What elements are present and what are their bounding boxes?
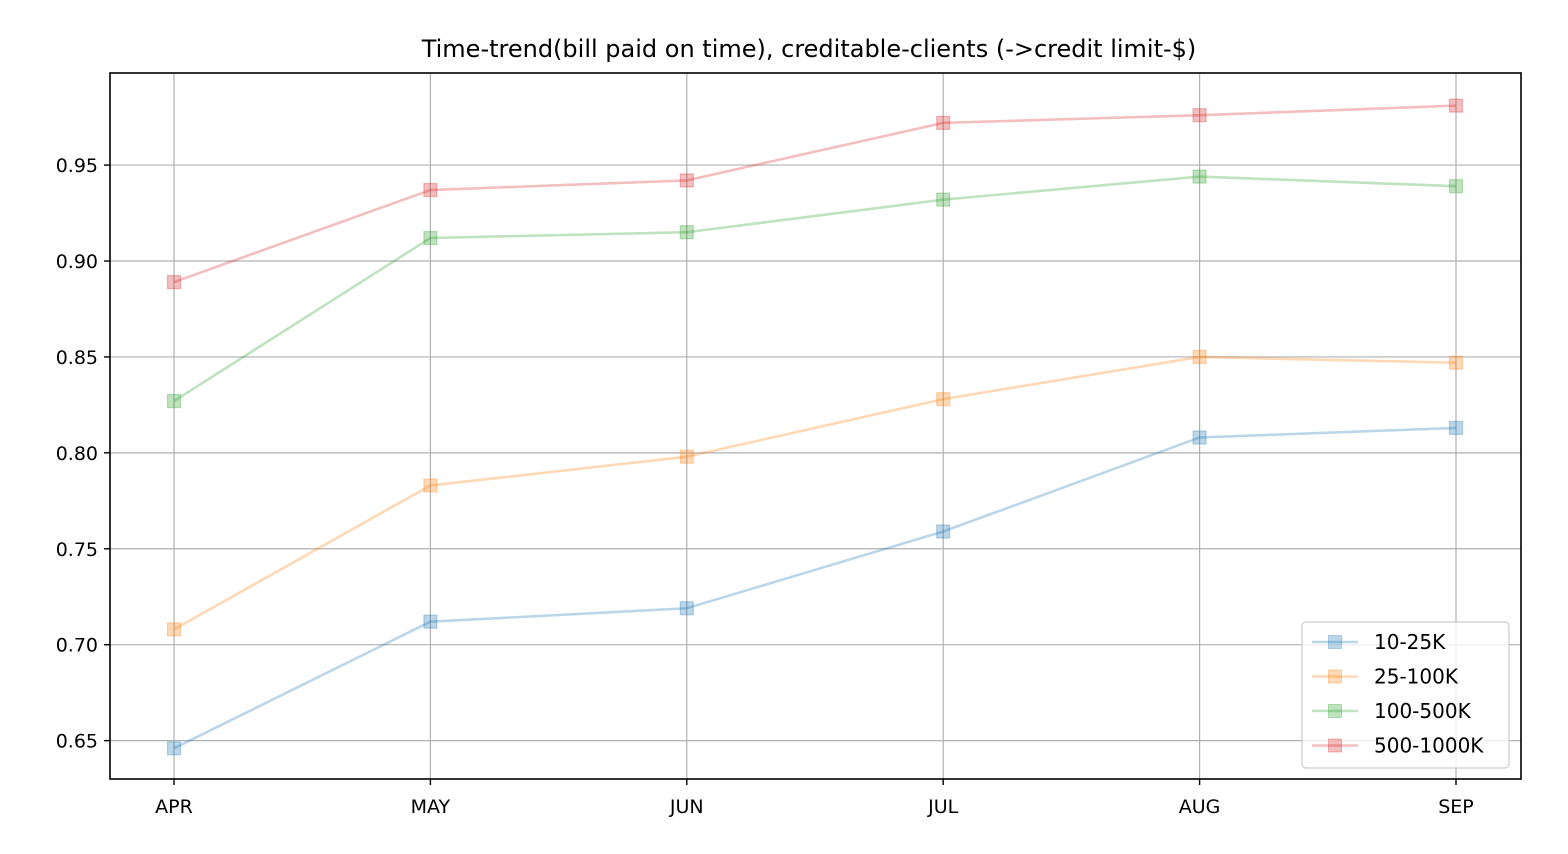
series-500-1000K	[166, 98, 1464, 290]
data-point	[166, 393, 182, 409]
x-tick-label: MAY	[411, 796, 451, 818]
data-point	[679, 449, 694, 464]
data-point	[423, 182, 438, 198]
legend-box	[1301, 621, 1510, 769]
data-point	[679, 173, 694, 188]
data-point	[679, 601, 694, 616]
legend-label: 500-1000K	[1374, 734, 1484, 758]
legend-label: 10-25K	[1374, 630, 1446, 654]
x-tick-label: JUL	[927, 796, 959, 818]
x-tick-label: SEP	[1438, 796, 1474, 818]
data-point	[936, 524, 951, 539]
data-point	[166, 741, 182, 756]
legend-label: 25-100K	[1374, 665, 1459, 689]
y-tick-label: 0.75	[56, 539, 98, 561]
series-100-500K	[166, 169, 1464, 409]
legend: 10-25K 25-100K 100-500K 500-1000K	[1301, 621, 1510, 769]
legend-label: 100-500K	[1374, 699, 1472, 723]
data-point	[936, 392, 951, 407]
data-point	[936, 192, 951, 207]
x-tick-label: JUN	[669, 796, 704, 818]
legend-marker	[1328, 635, 1342, 649]
legend-marker	[1328, 738, 1342, 753]
series-line	[173, 355, 1457, 631]
legend-entry: 500-1000K	[1312, 734, 1484, 758]
data-point	[166, 622, 182, 637]
y-tick-label: 0.90	[56, 251, 98, 273]
data-point	[423, 478, 438, 493]
grid	[110, 73, 1521, 779]
plot-frame	[109, 72, 1522, 780]
series-line	[173, 426, 1457, 750]
data-point	[1192, 349, 1207, 365]
data-point	[936, 115, 951, 130]
data-point	[1448, 179, 1464, 194]
data-point	[1448, 420, 1464, 436]
legend-entry: 25-100K	[1312, 665, 1459, 689]
axes: APR MAY JUN JUL AUG SEP 0.65 0.70 0.75 0.80 0.85 0.…	[56, 155, 1474, 818]
legend-marker	[1328, 669, 1342, 684]
x-tick-label: APR	[155, 796, 193, 818]
y-tick-label: 0.80	[56, 443, 98, 465]
data-point	[423, 614, 438, 629]
data-point	[166, 275, 182, 290]
data-point	[423, 230, 438, 246]
data-point	[1192, 430, 1207, 445]
legend-entry: 10-25K	[1312, 630, 1446, 654]
data-point	[1448, 98, 1464, 113]
chart-title: Time-trend(bill paid on time), creditabl…	[421, 35, 1197, 63]
series-line	[173, 175, 1457, 403]
x-tick-label: AUG	[1179, 796, 1221, 818]
y-tick-label: 0.65	[56, 731, 98, 753]
series-10-25K	[166, 420, 1464, 756]
series-line	[173, 104, 1457, 284]
y-tick-label: 0.95	[56, 155, 98, 177]
data-point	[679, 225, 694, 240]
y-tick-label: 0.70	[56, 635, 98, 657]
legend-entry: 100-500K	[1312, 699, 1472, 723]
data-point	[1448, 355, 1464, 370]
data-point	[1192, 108, 1207, 123]
y-tick-label: 0.85	[56, 347, 98, 369]
data-point	[1192, 169, 1207, 184]
series-layer	[166, 98, 1464, 756]
legend-marker	[1328, 704, 1342, 718]
series-25-100K	[166, 349, 1464, 637]
